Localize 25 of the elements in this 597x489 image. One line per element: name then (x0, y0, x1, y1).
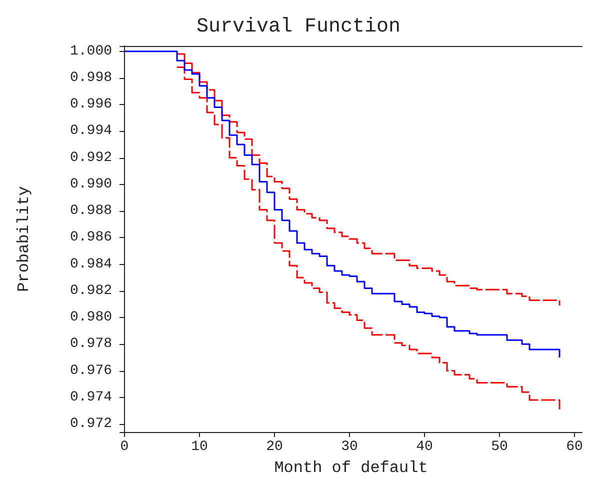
y-tick-label: 0.996 (70, 96, 112, 113)
y-tick-label: 0.986 (70, 230, 112, 246)
y-tick-label: 0.972 (70, 416, 112, 432)
x-tick-label: 20 (266, 439, 283, 455)
y-tick-label: 0.994 (70, 123, 112, 140)
y-tick-label: 0.974 (70, 389, 112, 406)
x-tick-label: 10 (191, 439, 208, 455)
y-tick-label: 0.990 (70, 176, 112, 192)
y-tick-label: 0.984 (70, 256, 112, 272)
y-tick-label: 0.982 (70, 282, 112, 299)
y-tick-label: 0.980 (70, 310, 112, 326)
chart-title: Survival Function (196, 16, 401, 38)
x-axis-title: Month of default (274, 459, 428, 477)
y-tick-label: 0.992 (70, 150, 112, 166)
x-tick-label: 0 (120, 439, 129, 455)
y-tick-label: 1.000 (70, 43, 112, 60)
y-axis-title: Probability (15, 186, 33, 292)
x-tick-label: 60 (566, 439, 583, 455)
y-tick-label: 0.976 (70, 362, 112, 379)
x-tick-label: 30 (341, 439, 358, 455)
x-tick-label: 50 (491, 439, 508, 455)
x-tick-label: 40 (416, 439, 433, 455)
y-tick-label: 0.998 (70, 70, 112, 86)
y-tick-label: 0.978 (70, 336, 112, 352)
y-tick-label: 0.988 (70, 203, 112, 220)
